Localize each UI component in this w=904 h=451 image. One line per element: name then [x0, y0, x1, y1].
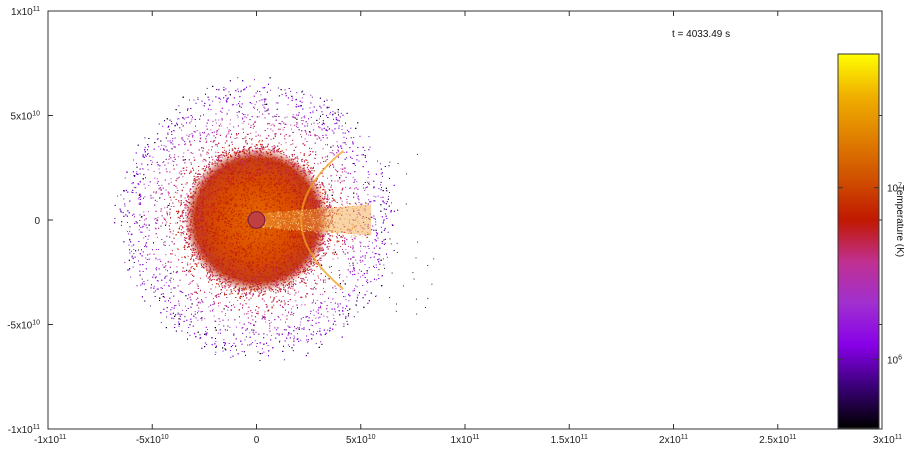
- colorbar-ticks: 106 107: [838, 183, 902, 367]
- shock-arc: [300, 150, 344, 290]
- central-object: [247, 211, 266, 229]
- colorbar-label: Temperature (K): [894, 185, 904, 257]
- x-tick-label: 1x1011: [451, 434, 480, 446]
- x-tick-label: 0: [254, 435, 260, 446]
- x-tick-label: 2.5x1011: [759, 434, 796, 446]
- y-tick-label: 1x1011: [11, 6, 40, 18]
- time-annotation: t = 4033.49 s: [672, 29, 730, 40]
- y-tick-label: -1x1011: [8, 424, 40, 436]
- x-tick-label: -1x1011: [34, 434, 66, 446]
- x-tick-labels: -1x1011 -5x1010 0 5x1010 1x1011 1.5x1011 2x101…: [34, 434, 902, 446]
- y-tick-label: 0: [34, 216, 40, 227]
- y-tick-label: -5x1010: [7, 320, 40, 332]
- colorbar-tick-label: 106: [887, 355, 902, 367]
- axis-ticks: [47, 10, 883, 430]
- x-tick-label: -5x1010: [136, 434, 169, 446]
- x-tick-label: 2x1011: [659, 434, 688, 446]
- colorbar-tick-label: 107: [887, 183, 902, 195]
- x-tick-label: 3x1011: [873, 434, 902, 446]
- x-tick-label: 5x1010: [346, 434, 376, 446]
- y-tick-labels: 1x1011 5x1010 0 -5x1010 -1x1011: [7, 6, 40, 436]
- y-tick-label: 5x1010: [11, 111, 41, 123]
- x-tick-label: 1.5x1011: [551, 434, 588, 446]
- colorbar: [837, 53, 880, 429]
- inner-structure: [181, 144, 372, 297]
